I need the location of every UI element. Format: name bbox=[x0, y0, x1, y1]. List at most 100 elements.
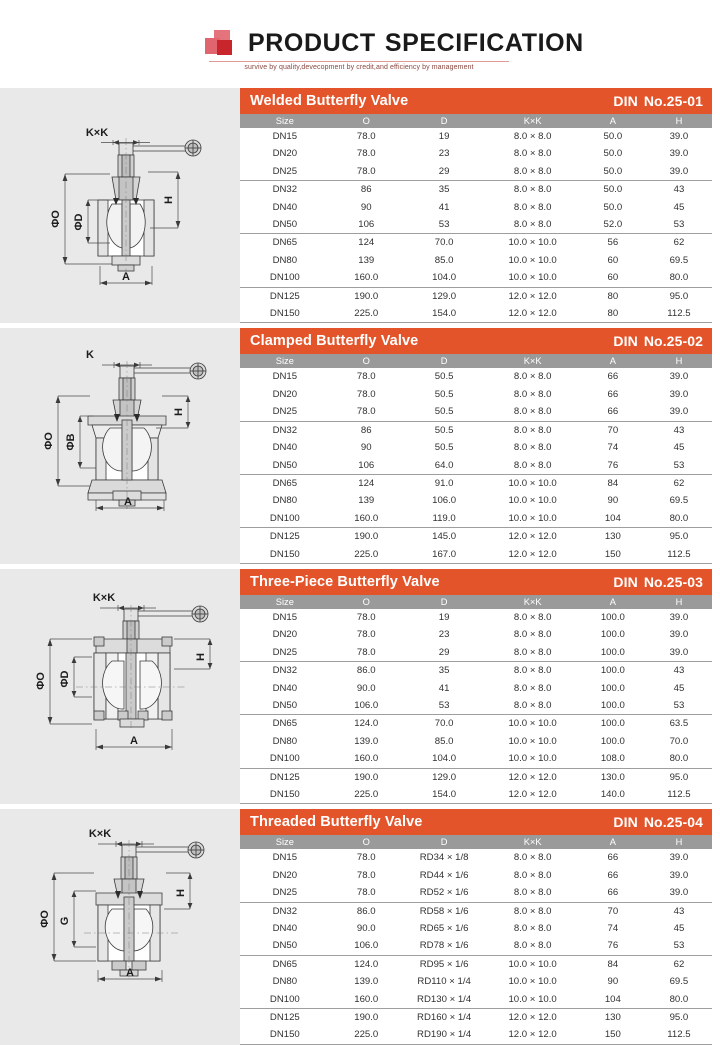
cell-kk: 8.0 × 8.0 bbox=[513, 148, 552, 160]
cell-o: 225.0 bbox=[329, 786, 403, 805]
cell-d: RD78 × 1/6 bbox=[402, 937, 486, 956]
table-row: DN65 124 70.0 10.0 × 10.0 56 62 bbox=[240, 234, 712, 252]
header-divider bbox=[209, 61, 509, 62]
cell-d: RD160 × 1/4 bbox=[417, 1012, 472, 1024]
cell-o: 78.0 bbox=[356, 388, 376, 400]
cell-a: 104 bbox=[579, 509, 646, 529]
cell-kk: 10.0 × 10.0 bbox=[485, 509, 580, 529]
table-row: DN15 78.0 19 8.0 × 8.0 100.0 39.0 bbox=[240, 609, 712, 626]
cell-size: DN150 bbox=[240, 1026, 330, 1045]
cell-a: 130 bbox=[604, 531, 621, 543]
col-h: H bbox=[645, 594, 712, 609]
cell-a: 60 bbox=[579, 269, 646, 288]
table-row: DN20 78.0 23 8.0 × 8.0 100.0 39.0 bbox=[240, 626, 712, 643]
page-title: PRODUCT SPECIFICATION bbox=[248, 29, 584, 58]
cell-d: 41 bbox=[438, 682, 450, 694]
brand-lockup: PRODUCT SPECIFICATION bbox=[205, 29, 584, 58]
cell-size: DN20 bbox=[272, 629, 298, 641]
cell-o: 78.0 bbox=[329, 643, 403, 663]
cell-kk: 8.0 × 8.0 bbox=[485, 403, 580, 422]
cell-a: 84 bbox=[607, 958, 619, 970]
cell-d: 145.0 bbox=[432, 531, 457, 543]
section-gap bbox=[0, 563, 720, 569]
cell-o: 160.0 bbox=[329, 269, 403, 288]
table-standard-number: DIN No.25-01 bbox=[613, 93, 703, 109]
table-row: DN25 78.0 RD52 × 1/6 8.0 × 8.0 66 39.0 bbox=[240, 884, 712, 903]
cell-a: 90 bbox=[607, 976, 619, 988]
cell-kk: 8.0 × 8.0 bbox=[513, 424, 552, 436]
cell-o: 190.0 bbox=[354, 531, 379, 543]
table-row: DN150 225.0 154.0 12.0 × 12.0 80 112.5 bbox=[240, 305, 712, 324]
cell-a: 100.0 bbox=[600, 718, 625, 730]
standard-number: No.25-04 bbox=[643, 814, 703, 831]
table-title: Threaded Butterfly Valve bbox=[250, 814, 423, 831]
cell-size: DN25 bbox=[240, 403, 330, 422]
cell-d: RD52 × 1/6 bbox=[402, 884, 486, 903]
cell-h: 39.0 bbox=[645, 403, 712, 422]
cell-kk: 8.0 × 8.0 bbox=[485, 937, 580, 956]
cell-o: 106.0 bbox=[329, 696, 403, 716]
cell-size: DN50 bbox=[240, 696, 330, 716]
col-size: Size bbox=[240, 354, 330, 369]
cell-size: DN80 bbox=[272, 976, 298, 988]
cell-h: 45 bbox=[673, 442, 685, 454]
cell-d: RD190 × 1/4 bbox=[402, 1026, 486, 1045]
cell-kk: 12.0 × 12.0 bbox=[508, 531, 557, 543]
cell-size: DN125 bbox=[269, 771, 300, 783]
cell-a: 100.0 bbox=[600, 665, 625, 677]
cell-kk: 10.0 × 10.0 bbox=[508, 958, 557, 970]
col-d: D bbox=[402, 835, 486, 850]
cell-a: 150 bbox=[579, 1026, 646, 1045]
cell-o: 78.0 bbox=[329, 884, 403, 903]
table-row: DN15 78.0 19 8.0 × 8.0 50.0 39.0 bbox=[240, 128, 712, 145]
cell-a: 100.0 bbox=[600, 611, 625, 623]
cell-d: 35 bbox=[438, 665, 450, 677]
cell-o: 78.0 bbox=[356, 869, 376, 881]
cell-d: 64.0 bbox=[402, 456, 486, 475]
col-d: D bbox=[402, 354, 486, 369]
cell-o: 139 bbox=[358, 254, 375, 266]
cell-o: 90.0 bbox=[356, 682, 376, 694]
cell-h: 39.0 bbox=[669, 629, 689, 641]
cell-a: 60 bbox=[607, 254, 619, 266]
cell-o: 90 bbox=[360, 442, 372, 454]
cell-size: DN15 bbox=[272, 131, 298, 142]
cell-size: DN20 bbox=[272, 869, 298, 881]
col-size: Size bbox=[240, 594, 330, 609]
cell-size: DN32 bbox=[272, 184, 298, 196]
cell-size: DN15 bbox=[272, 852, 298, 864]
cell-o: 124.0 bbox=[354, 718, 379, 730]
cell-a: 100.0 bbox=[579, 643, 646, 663]
table-column-headers: Size O D K×K A H bbox=[240, 114, 712, 128]
cell-d: RD65 × 1/6 bbox=[419, 923, 469, 935]
cell-kk: 10.0 × 10.0 bbox=[508, 976, 557, 988]
table-row: DN40 90.0 RD65 × 1/6 8.0 × 8.0 74 45 bbox=[240, 920, 712, 937]
cell-h: 80.0 bbox=[645, 269, 712, 288]
cell-a: 66 bbox=[607, 852, 619, 864]
cell-kk: 10.0 × 10.0 bbox=[508, 718, 557, 730]
dim-label-h: H bbox=[175, 889, 187, 897]
cell-a: 100.0 bbox=[600, 735, 625, 747]
table-row: DN40 90 50.5 8.0 × 8.0 74 45 bbox=[240, 439, 712, 456]
cell-a: 130 bbox=[604, 1012, 621, 1024]
page-header: PRODUCT SPECIFICATION survive by quality,… bbox=[0, 0, 720, 88]
cell-o: 90 bbox=[360, 201, 372, 213]
cell-a: 66 bbox=[579, 403, 646, 422]
cell-d: 91.0 bbox=[434, 477, 454, 489]
cell-size: DN50 bbox=[240, 456, 330, 475]
dim-label-a: A bbox=[124, 496, 132, 508]
cell-d: 50.5 bbox=[434, 388, 454, 400]
cell-a: 56 bbox=[607, 237, 619, 249]
cell-a: 100.0 bbox=[579, 696, 646, 716]
cell-o: 190.0 bbox=[354, 290, 379, 302]
col-kk: K×K bbox=[485, 114, 580, 128]
cell-h: 43 bbox=[673, 905, 685, 917]
cell-o: 78.0 bbox=[356, 148, 376, 160]
cell-size: DN15 bbox=[272, 611, 298, 623]
cell-h: 95.0 bbox=[669, 531, 689, 543]
cell-kk: 12.0 × 12.0 bbox=[508, 1012, 557, 1024]
table-row: DN150 225.0 154.0 12.0 × 12.0 140.0 112.5 bbox=[240, 786, 712, 805]
cell-kk: 8.0 × 8.0 bbox=[513, 923, 552, 935]
cell-h: 95.0 bbox=[669, 1012, 689, 1024]
clamped-butterfly-valve-drawing: K ΦO ΦB H A bbox=[0, 328, 240, 564]
